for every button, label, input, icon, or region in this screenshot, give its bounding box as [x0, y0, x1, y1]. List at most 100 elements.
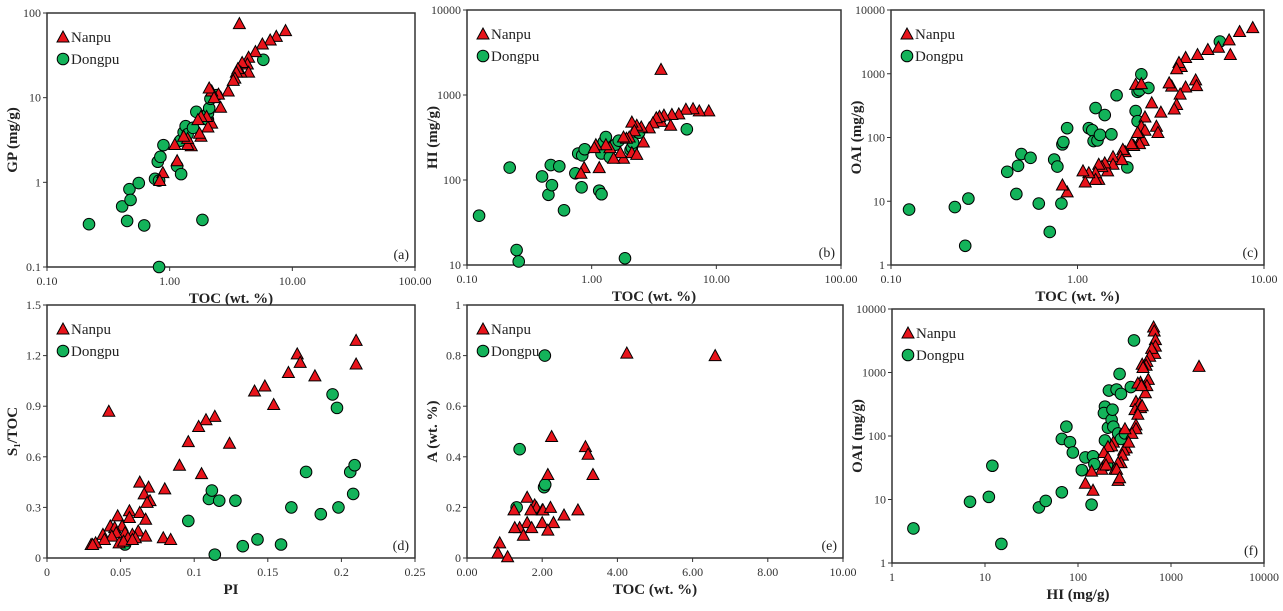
x-tick-label: 0.2 — [334, 565, 349, 579]
nanpu-point — [1190, 47, 1205, 61]
dongpu-point — [196, 213, 209, 227]
y-tick-label: 10000 — [856, 302, 886, 316]
dongpu-point — [229, 494, 242, 507]
x-axis-title: PI — [224, 582, 239, 598]
nanpu-point — [1138, 109, 1152, 123]
nanpu-point — [1167, 101, 1182, 115]
nanpu-point — [578, 439, 593, 453]
x-tick-label: 0.15 — [257, 565, 278, 579]
data-points — [84, 333, 363, 561]
nanpu-point — [500, 549, 515, 563]
nanpu-point — [163, 532, 178, 545]
nanpu-point — [110, 508, 125, 522]
y-tick-label: 1 — [880, 556, 886, 570]
dongpu-point — [137, 219, 151, 232]
y-tick-label: 0.6 — [446, 399, 461, 413]
nanpu-point — [1169, 61, 1184, 75]
nanpu-point — [1124, 136, 1139, 150]
x-tick-label: 0.10 — [457, 272, 478, 286]
x-tick-label: 1000 — [1159, 570, 1183, 584]
nanpu-point — [1222, 32, 1236, 46]
dongpu-point — [1093, 128, 1107, 142]
y-tick-label: 1000 — [862, 366, 886, 380]
nanpu-point — [202, 80, 217, 94]
panel-label: (d) — [393, 539, 410, 554]
legend-circle-icon — [56, 52, 70, 66]
x-tick-label: 0.1 — [187, 565, 202, 579]
nanpu-point — [1115, 152, 1129, 166]
x-tick-label: 0.10 — [881, 272, 902, 286]
y-tick-label: 10 — [873, 194, 885, 208]
nanpu-point — [557, 507, 571, 521]
nanpu-point — [1151, 125, 1165, 138]
nanpu-point — [1134, 76, 1149, 90]
nanpu-point — [574, 166, 588, 179]
dongpu-point — [157, 138, 170, 152]
nanpu-point — [507, 520, 522, 534]
dongpu-point — [330, 401, 344, 415]
dongpu-point — [314, 507, 328, 521]
dongpu-point — [332, 501, 345, 514]
nanpu-point — [581, 447, 595, 460]
y-tick-label: 1.2 — [26, 349, 41, 363]
nanpu-point — [1201, 42, 1215, 56]
plot-frame — [46, 304, 416, 559]
x-tick-label: 10.00 — [279, 274, 306, 288]
data-points — [82, 16, 293, 274]
nanpu-point — [1138, 385, 1153, 399]
nanpu-point — [624, 115, 639, 128]
nanpu-point — [1055, 177, 1070, 191]
nanpu-point — [507, 502, 521, 516]
dongpu-point — [154, 150, 167, 164]
dongpu-point — [346, 487, 360, 501]
x-tick-label: 4.00 — [607, 565, 628, 579]
nanpu-point — [616, 130, 631, 143]
nanpu-point — [207, 409, 222, 422]
nanpu-point — [308, 368, 322, 382]
x-axis-title: TOC (wt. %) — [189, 291, 273, 307]
y-tick-label: 0.6 — [26, 450, 41, 464]
y-tick-label: 1.5 — [26, 298, 41, 312]
nanpu-point — [524, 502, 538, 516]
nanpu-point — [221, 83, 236, 97]
dongpu-point — [82, 217, 96, 231]
nanpu-point — [619, 346, 634, 359]
legend-label: Dongpu — [71, 52, 120, 68]
y-tick-label: 0.4 — [446, 450, 461, 464]
nanpu-point — [266, 397, 281, 411]
nanpu-point — [587, 140, 602, 154]
panel-label: (a) — [393, 248, 409, 263]
nanpu-point — [141, 480, 156, 493]
y-axis-title: OAI (mg/g) — [849, 101, 865, 175]
nanpu-point — [544, 429, 559, 443]
nanpu-point — [172, 458, 187, 471]
nanpu-point — [708, 348, 723, 362]
legend-circle-icon — [476, 344, 490, 358]
x-tick-label: 10.00 — [1251, 272, 1278, 286]
nanpu-point — [1154, 105, 1168, 118]
dongpu-point — [963, 495, 977, 509]
dongpu-point — [1043, 225, 1057, 239]
nanpu-point — [1078, 175, 1093, 188]
nanpu-point — [1189, 78, 1204, 92]
data-points — [902, 20, 1260, 253]
dongpu-point — [1066, 446, 1080, 459]
nanpu-point — [1162, 75, 1176, 89]
legend-label: Nanpu — [916, 326, 956, 342]
nanpu-point — [290, 346, 305, 360]
nanpu-point — [701, 103, 716, 117]
dongpu-point — [1039, 494, 1053, 508]
nanpu-point — [213, 100, 228, 113]
nanpu-point — [125, 532, 140, 545]
nanpu-point — [1078, 476, 1093, 489]
y-tick-label: 0.2 — [446, 500, 461, 514]
dongpu-point — [1098, 108, 1112, 122]
dongpu-point — [1060, 420, 1073, 434]
dongpu-point — [618, 251, 632, 265]
nanpu-point — [1173, 87, 1187, 100]
dongpu-point — [1000, 165, 1014, 179]
nanpu-point — [180, 137, 195, 150]
y-tick-label: 0 — [455, 551, 461, 565]
nanpu-point — [122, 510, 137, 524]
